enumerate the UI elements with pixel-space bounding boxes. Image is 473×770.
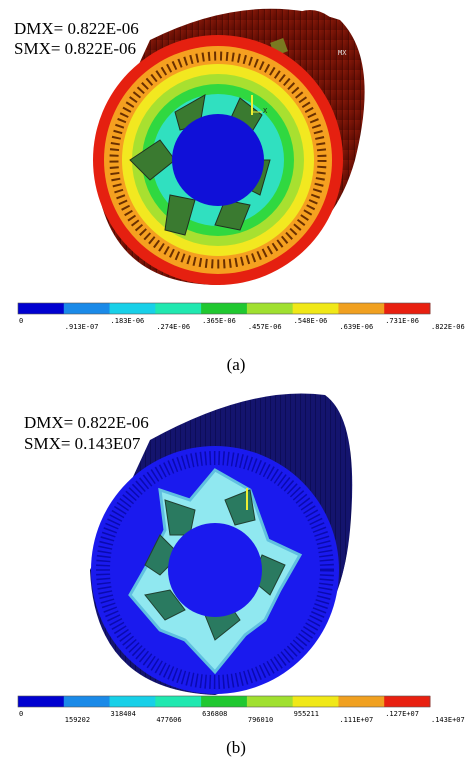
legend-swatch <box>18 303 64 314</box>
legend-label: .731E-06 <box>385 317 419 325</box>
legend-label: .127E+07 <box>385 710 419 718</box>
legend-swatch <box>110 303 156 314</box>
smx-label: SMX= 0.143E07 <box>24 434 141 453</box>
legend-swatch <box>64 303 110 314</box>
legend-label: 955211 <box>294 710 319 718</box>
smx-label: SMX= 0.822E-06 <box>14 39 136 58</box>
caption: (b) <box>226 738 246 757</box>
legend-label: .913E-07 <box>65 323 99 331</box>
figure: DMX= 0.822E-06 SMX= 0.822E-06 MX X 0.913… <box>0 0 473 770</box>
legend-swatch <box>247 696 293 707</box>
legend-swatch <box>247 303 293 314</box>
color-legend: 0 159202 318404 477606 636808 796010 955211 .11… <box>18 696 465 724</box>
legend-swatch <box>18 696 64 707</box>
legend-label: .365E-06 <box>202 317 236 325</box>
legend-label: 0 <box>19 710 23 718</box>
legend-label: 0 <box>19 317 23 325</box>
caption: (a) <box>227 355 246 374</box>
legend-swatch <box>155 303 201 314</box>
legend-swatch <box>384 303 430 314</box>
legend-swatch <box>293 303 339 314</box>
legend-swatch <box>201 303 247 314</box>
legend-label: .143E+07 <box>431 716 465 724</box>
legend-label: .274E-06 <box>156 323 190 331</box>
legend-swatch <box>338 696 384 707</box>
legend-label: .822E-06 <box>431 323 465 331</box>
legend-swatch <box>155 696 201 707</box>
legend-swatch <box>338 303 384 314</box>
legend-label: 796010 <box>248 716 273 724</box>
color-legend: 0 .913E-07 .183E-06 .274E-06 .365E-06 .457E-0… <box>18 303 465 331</box>
legend-label: 477606 <box>156 716 181 724</box>
dmx-label: DMX= 0.822E-06 <box>24 413 149 432</box>
legend-swatch <box>110 696 156 707</box>
mx-label: MX <box>338 49 347 57</box>
legend-swatch <box>384 696 430 707</box>
dmx-label: DMX= 0.822E-06 <box>14 19 139 38</box>
legend-swatch <box>64 696 110 707</box>
legend-label: 318404 <box>111 710 136 718</box>
legend-swatch <box>293 696 339 707</box>
legend-label: .548E-06 <box>294 317 328 325</box>
legend-swatch <box>201 696 247 707</box>
legend-label: .183E-06 <box>111 317 145 325</box>
legend-label: 159202 <box>65 716 90 724</box>
legend-label: .457E-06 <box>248 323 282 331</box>
legend-label: .111E+07 <box>339 716 373 724</box>
legend-label: 636808 <box>202 710 227 718</box>
legend-label: .639E-06 <box>339 323 373 331</box>
